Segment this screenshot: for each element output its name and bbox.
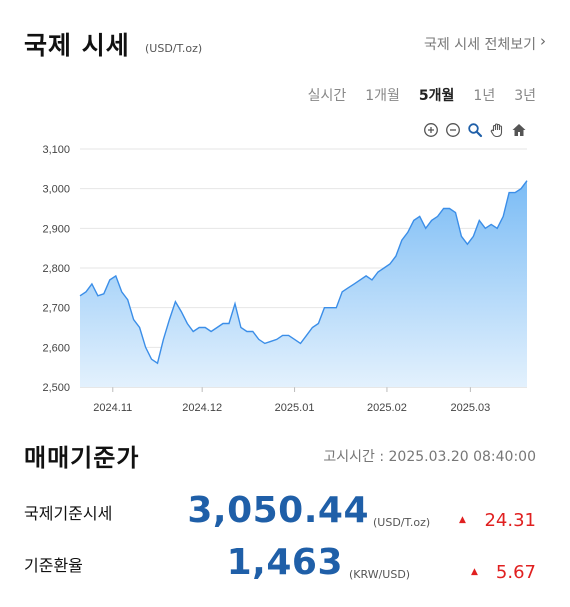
tab-3-years[interactable]: 3년 <box>514 88 536 104</box>
y-tick-label: 3,100 <box>42 144 70 156</box>
view-all-link[interactable]: 국제 시세 전체보기 <box>424 37 536 53</box>
chart-toolbar <box>423 122 527 138</box>
section-title: 매매기준가 <box>24 444 140 472</box>
price-area <box>80 180 527 387</box>
intl-price-label: 국제기준시세 <box>24 504 113 523</box>
y-axis: 2,500 2,600 2,700 2,800 2,900 3,000 3,100 <box>42 144 70 394</box>
price-chart[interactable]: 2,500 2,600 2,700 2,800 2,900 3,000 3,100 2024… <box>0 136 570 426</box>
zoom-in-icon[interactable] <box>423 122 439 138</box>
chevron-right-icon[interactable]: › <box>540 32 546 50</box>
price-line <box>79 180 528 365</box>
fx-rate-label: 기준환율 <box>24 556 83 575</box>
tab-1-year[interactable]: 1년 <box>473 88 496 104</box>
y-tick-label: 2,800 <box>42 263 70 275</box>
x-axis: 2024.11 2024.12 2025.01 2025.02 2025.03 <box>80 386 527 414</box>
tab-5-months[interactable]: 5개월 <box>418 88 455 104</box>
price-unit: (USD/T.oz) <box>145 42 203 55</box>
x-tick-label: 2025.01 <box>275 402 315 414</box>
x-tick-label: 2025.03 <box>450 402 490 414</box>
y-tick-label: 2,600 <box>42 342 70 354</box>
y-tick-label: 3,000 <box>42 184 70 196</box>
magnifier-icon[interactable] <box>467 122 483 138</box>
x-tick-label: 2024.12 <box>182 402 222 414</box>
up-arrow-icon: ▲ <box>459 515 466 525</box>
zoom-out-icon[interactable] <box>445 122 461 138</box>
x-tick-label: 2024.11 <box>93 402 132 414</box>
y-tick-label: 2,500 <box>42 382 70 394</box>
fx-rate-change: 5.67 <box>495 562 536 583</box>
notice-time: 고시시간 : 2025.03.20 08:40:00 <box>323 449 536 465</box>
up-arrow-icon: ▲ <box>471 567 478 577</box>
y-tick-label: 2,700 <box>42 303 70 315</box>
home-icon[interactable] <box>511 122 527 138</box>
x-tick-label: 2025.02 <box>367 402 407 414</box>
tab-realtime[interactable]: 실시간 <box>307 88 347 104</box>
period-tabs: 실시간 1개월 5개월 1년 3년 <box>308 85 536 105</box>
intl-price-unit: (USD/T.oz) <box>373 516 431 529</box>
y-tick-label: 2,900 <box>42 223 70 235</box>
tab-1-month[interactable]: 1개월 <box>365 88 400 104</box>
fx-rate-value: 1,463 <box>226 542 343 583</box>
intl-price-value: 3,050.44 <box>187 490 369 531</box>
fx-rate-unit: (KRW/USD) <box>349 568 411 581</box>
page-title: 국제 시세 <box>24 31 130 60</box>
intl-price-change: 24.31 <box>484 510 536 531</box>
pan-hand-icon[interactable] <box>489 122 505 138</box>
